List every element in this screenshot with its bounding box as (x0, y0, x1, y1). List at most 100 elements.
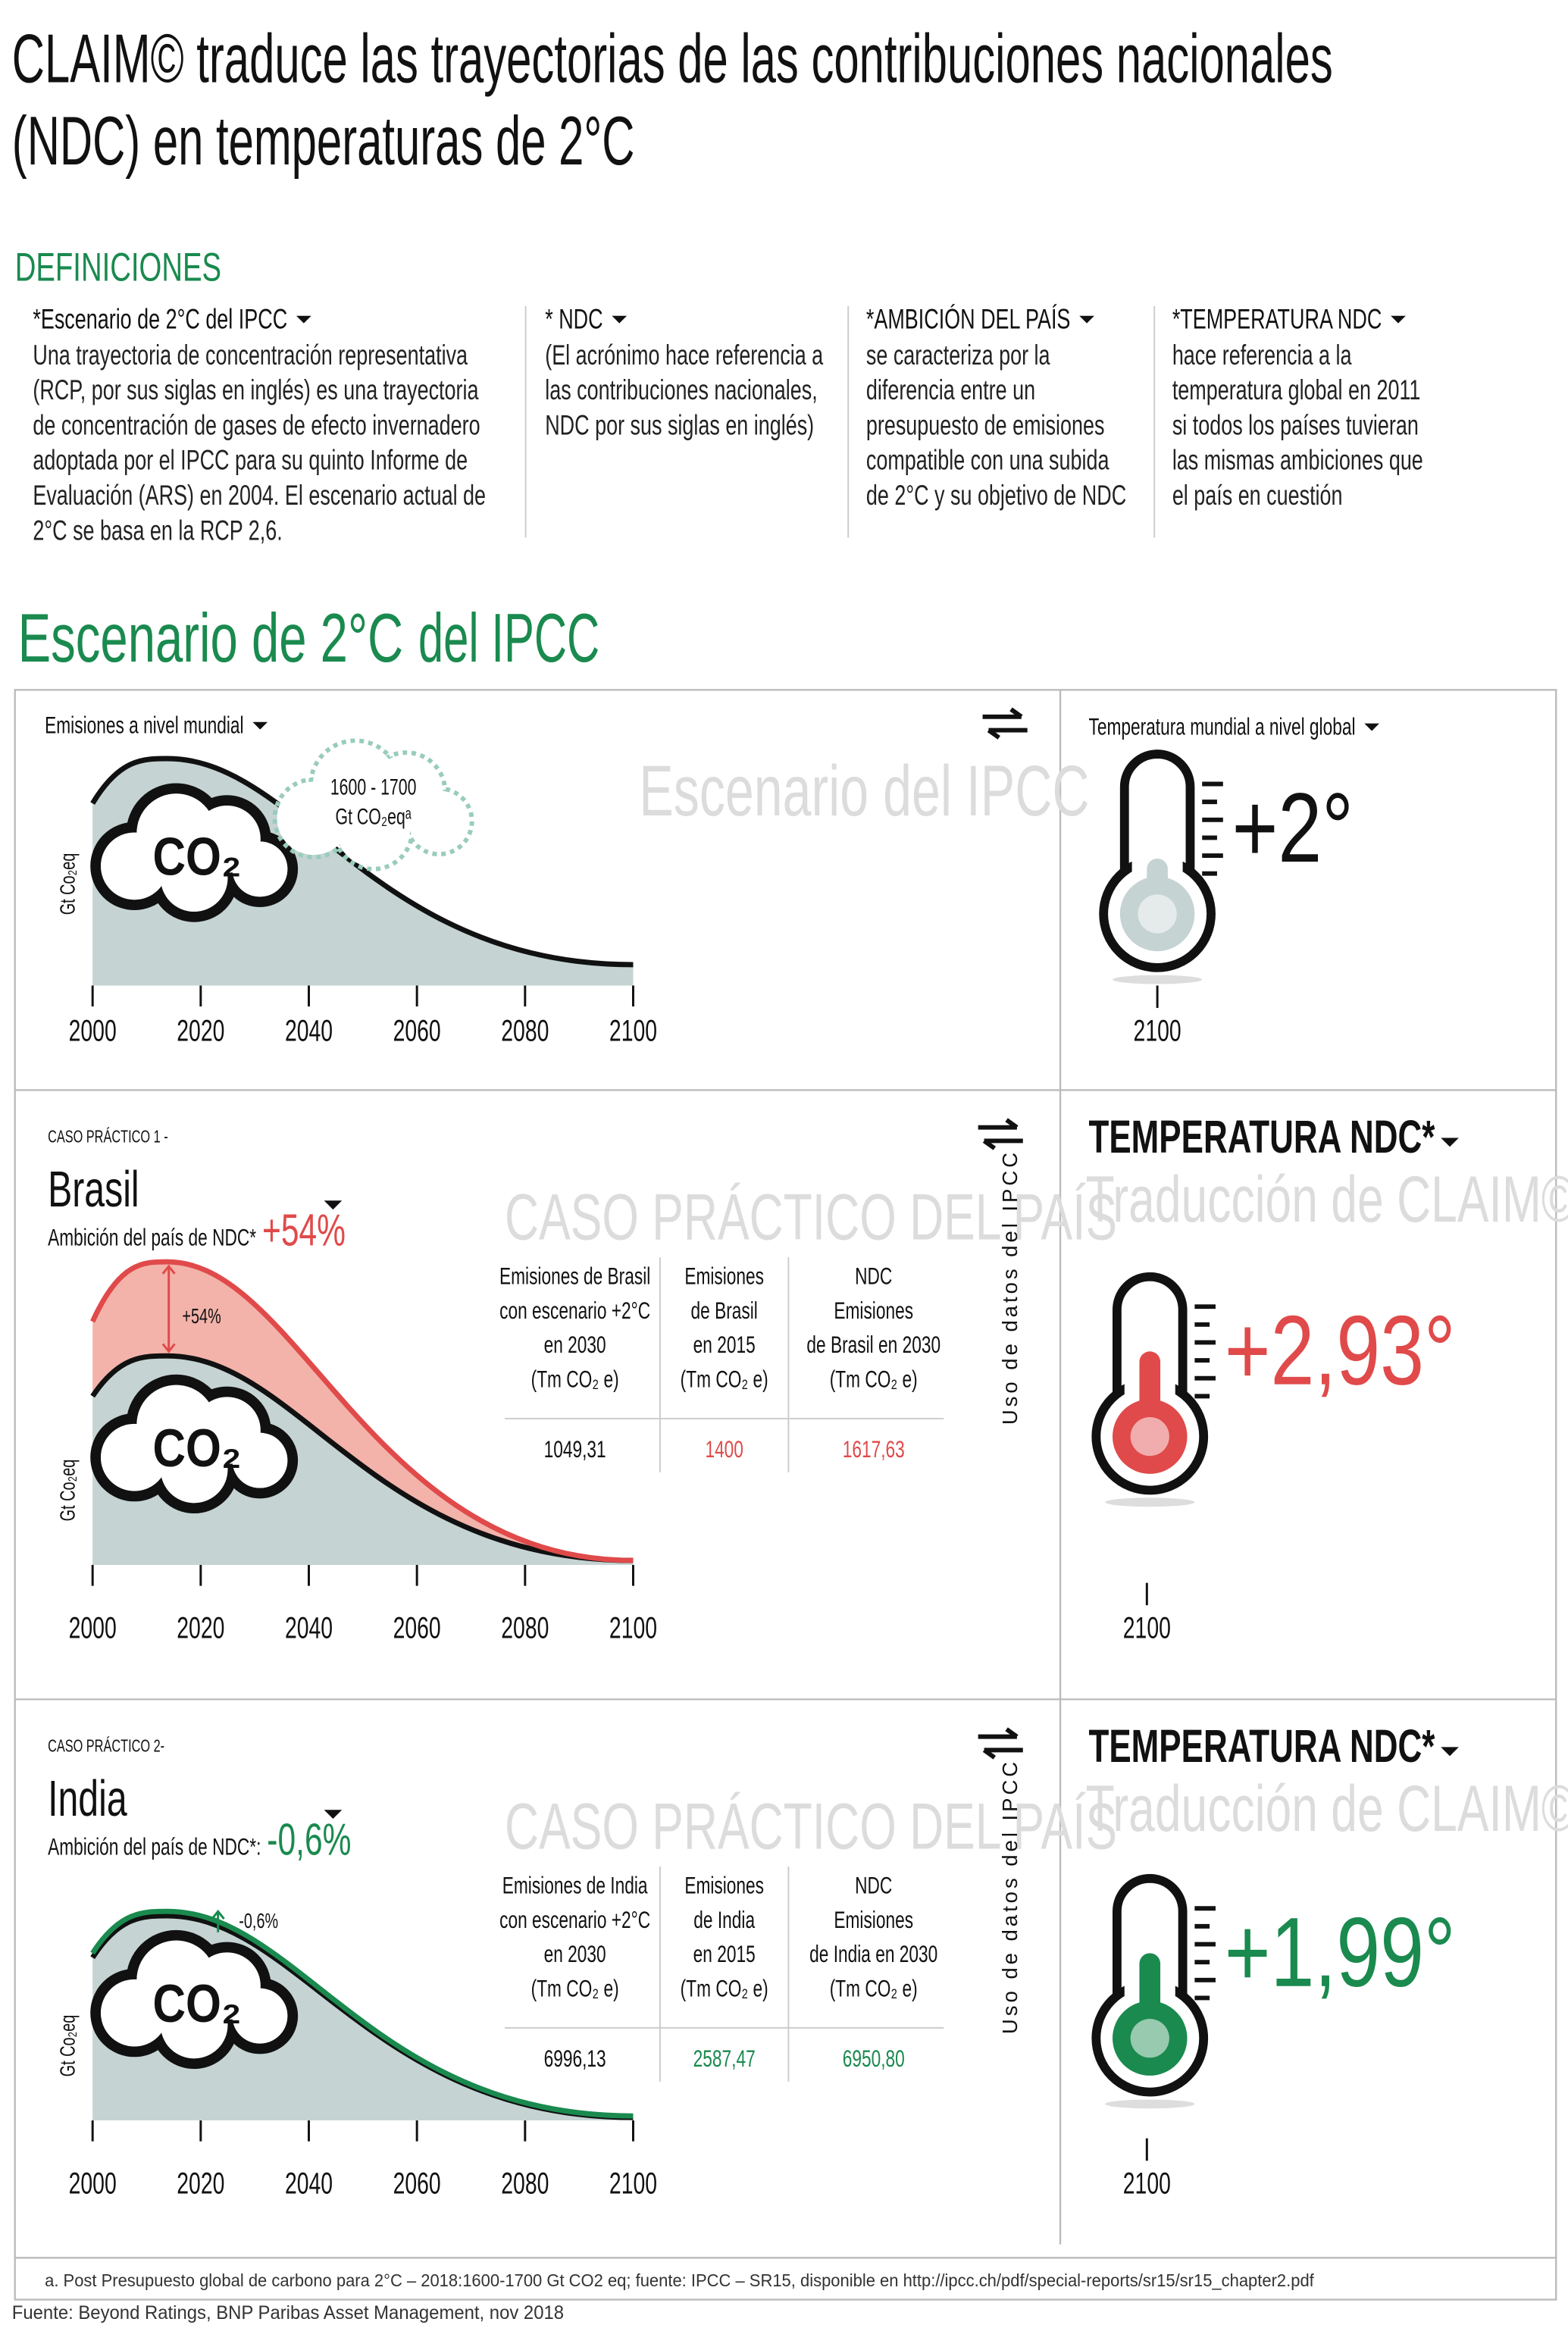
x-tick-label: 2040 (285, 2167, 333, 2201)
ambition-value: -0,6% (267, 1813, 351, 1864)
definition-text: si todos los países tuvieran (1172, 408, 1419, 440)
co2-label: CO₂ (152, 1973, 241, 2033)
section-title: del IPCC (418, 599, 599, 677)
ndc-title: TEMPERATURA NDC* (1088, 1112, 1435, 1163)
thermometer-shadow (1113, 975, 1203, 984)
caret (1364, 723, 1380, 731)
definition-title: * NDC (545, 302, 602, 334)
table-value: 6950,80 (843, 2045, 905, 2072)
table-header: Emisiones de Brasil (499, 1263, 650, 1290)
y-axis-label: Gt Co₂eq (56, 1460, 80, 1522)
frame (14, 689, 1557, 2301)
table-header: de Brasil en 2030 (806, 1331, 940, 1359)
definition-text: de 2°C y su objetivo de NDC (866, 479, 1126, 511)
panel-label: Emisiones a nivel mundial (45, 712, 243, 739)
x-tick-label: 2020 (177, 2167, 224, 2201)
table-header: en 2015 (693, 1331, 756, 1359)
case-label: CASO PRÁCTICO 1 - (48, 1127, 168, 1147)
table-header: (Tm CO₂ e) (531, 1975, 619, 2002)
definition-text: Una trayectoria de concentración represe… (33, 338, 468, 370)
emission-curve (90, 756, 634, 968)
emission-curve (90, 1353, 634, 1563)
table-header: en 2030 (544, 1331, 606, 1359)
x-tick-label: 2060 (393, 1612, 441, 1645)
footnote: a. Post Presupuesto global de carbono pa… (45, 2270, 1314, 2289)
globe (1130, 2019, 1169, 2058)
co2-label: CO₂ (152, 826, 241, 887)
definition-text: Evaluación (ARS) en 2004. El escenario a… (33, 479, 486, 511)
swap-icon (978, 1727, 1023, 1760)
table-header: Emisiones de India (502, 1872, 648, 1899)
ndc-subtitle: Traducción de CLAIM© (1086, 1773, 1568, 1845)
temperature-value: +1,99° (1225, 1897, 1456, 2007)
watermark: CASO PRÁCTICO DEL PAÍS (505, 1181, 1117, 1254)
table-header: Emisiones (684, 1872, 764, 1899)
panel-label: Temperatura mundial a nivel global (1088, 713, 1355, 740)
y-axis-label: Gt Co₂eq (56, 853, 80, 915)
definition-text: las mismas ambiciones que (1172, 443, 1423, 475)
table-header: (Tm CO₂ e) (830, 1366, 918, 1393)
ambition-value: +54% (262, 1204, 346, 1255)
table-header: de India (693, 1906, 755, 1933)
caret (1079, 315, 1094, 324)
table-header: Emisiones (834, 1297, 913, 1324)
cloud (160, 1991, 228, 2059)
curve-label: +54% (182, 1305, 221, 1328)
table-value: 1049,31 (544, 1435, 606, 1463)
table-header: en 2030 (544, 1940, 606, 1967)
table-header: en 2015 (693, 1940, 756, 1967)
country: Brasil (48, 1161, 139, 1218)
definition-text: (RCP, por sus siglas en inglés) es una t… (33, 374, 479, 405)
x-tick-label: 2100 (609, 1015, 657, 1048)
ambition-arrow (161, 1264, 176, 1353)
table-header: (Tm CO₂ e) (681, 1366, 768, 1393)
caret (1441, 1137, 1459, 1147)
case-label: CASO PRÁCTICO 2- (48, 1736, 164, 1756)
curve-label: -0,6% (239, 1910, 278, 1933)
thermometer-shadow (1105, 1497, 1195, 1507)
definition-title: *TEMPERATURA NDC (1172, 302, 1382, 334)
thermometer-shadow (1105, 2099, 1195, 2109)
table-value: 6996,13 (544, 2045, 606, 2072)
cloud (232, 1988, 288, 2044)
caret (324, 1810, 343, 1820)
section-title: Escenario de 2°C (18, 599, 404, 676)
definition-text: (El acrónimo hace referencia a (545, 338, 824, 370)
source: Fuente: Beyond Ratings, BNP Paribas Asse… (12, 2303, 564, 2323)
definition-text: hace referencia a la (1172, 338, 1352, 370)
temperature-value: +2° (1232, 772, 1354, 883)
ndc-curve (90, 1908, 634, 2119)
definition-text: presupuesto de emisiones (866, 408, 1105, 440)
watermark: Escenario del IPCC (639, 751, 1089, 831)
table-header: con escenario +2°C (499, 1906, 650, 1933)
cloud-text: Gt CO₂eqᵃ (336, 805, 412, 829)
table-value: 1400 (705, 1435, 743, 1463)
globe (1130, 1416, 1169, 1457)
side-label: Uso de datos del IPCC (998, 1150, 1022, 1425)
table-header: (Tm CO₂ e) (531, 1366, 619, 1393)
definition-text: 2°C se basa en la RCP 2,6. (33, 514, 282, 546)
y-axis-label: Gt Co₂eq (56, 2015, 80, 2077)
x-tick-label: 2100 (1123, 1612, 1171, 1645)
table-value: 2587,47 (693, 2045, 756, 2072)
cloud (232, 1432, 288, 1488)
definition-text: compatible con una subida (866, 443, 1109, 475)
definition-text: diferencia entre un (866, 374, 1035, 405)
x-tick-label: 2100 (1123, 2167, 1171, 2201)
table-header: (Tm CO₂ e) (681, 1975, 768, 2002)
definition-title: *AMBICIÓN DEL PAÍS (866, 302, 1071, 334)
caret (1391, 315, 1406, 324)
definition-text: se caracteriza por la (866, 338, 1050, 370)
x-tick-label: 2080 (501, 1612, 549, 1645)
caret (1441, 1747, 1459, 1757)
co2-label: CO₂ (152, 1417, 241, 1478)
caret (612, 315, 628, 324)
cloud (336, 793, 410, 867)
country: India (48, 1770, 127, 1827)
x-tick-label: 2000 (69, 1612, 117, 1645)
definition-text: el país en cuestión (1172, 479, 1343, 511)
swap-icon (982, 707, 1028, 740)
ndc-title: TEMPERATURA NDC* (1088, 1721, 1435, 1773)
table-header: NDC (855, 1263, 892, 1290)
